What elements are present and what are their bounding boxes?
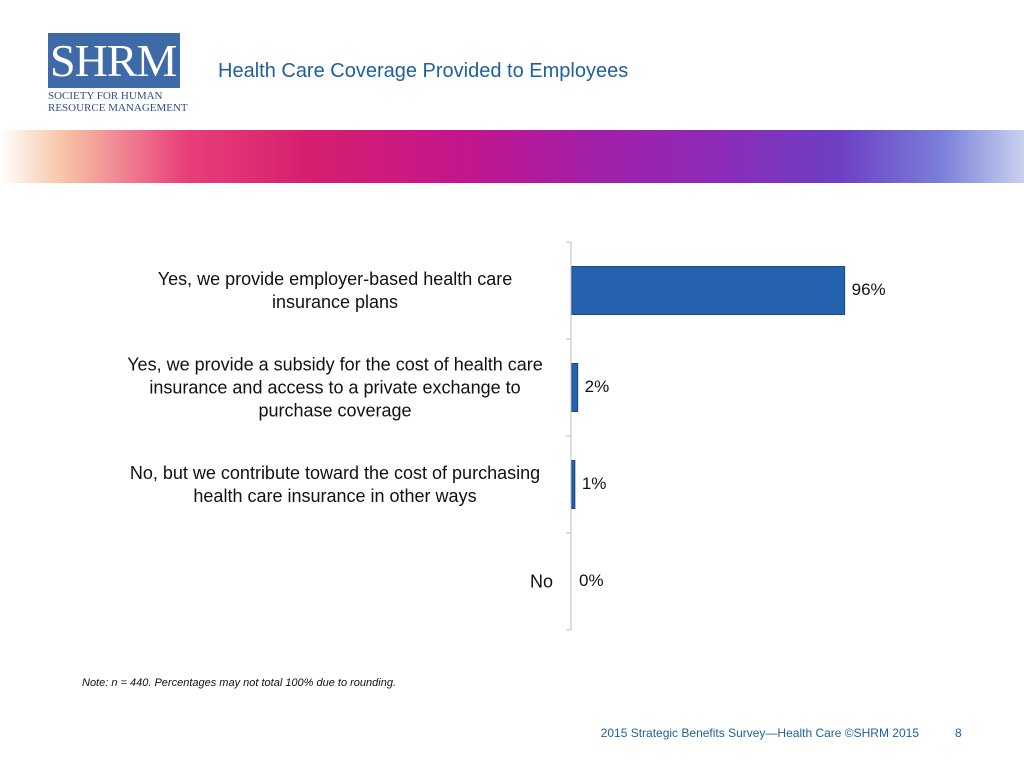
value-label: 2% [585, 377, 610, 396]
logo-subtitle-line: RESOURCE MANAGEMENT [48, 102, 188, 114]
footer-source: 2015 Strategic Benefits Survey—Health Ca… [600, 726, 919, 740]
category-label-box: Yes, we provide a subsidy for the cost o… [117, 353, 553, 422]
value-label: 0% [579, 571, 604, 590]
decorative-band [0, 130, 1024, 183]
value-label: 96% [852, 280, 886, 299]
category-label: Yes, we provide a subsidy for the cost o… [127, 354, 543, 420]
category-label-box: No [117, 570, 553, 593]
page-number: 8 [955, 726, 962, 740]
category-label-box: No, but we contribute toward the cost of… [117, 462, 553, 508]
category-label-box: Yes, we provide employer-based health ca… [117, 268, 553, 314]
category-label: Yes, we provide employer-based health ca… [157, 268, 513, 312]
bar [571, 363, 579, 412]
bar [571, 266, 846, 315]
slide-title: Health Care Coverage Provided to Employe… [218, 60, 629, 82]
bar [571, 460, 576, 509]
logo-text: SHRM [50, 35, 177, 86]
category-label: No, but we contribute toward the cost of… [129, 462, 541, 506]
value-label: 1% [582, 474, 607, 493]
logo-box [48, 33, 180, 88]
logo-subtitle: SOCIETY FOR HUMAN RESOURCE MANAGEMENT [48, 90, 188, 114]
logo-subtitle-line: SOCIETY FOR HUMAN [48, 90, 163, 102]
note: Note: n = 440. Percentages may not total… [82, 677, 397, 689]
category-label: No [529, 571, 553, 591]
